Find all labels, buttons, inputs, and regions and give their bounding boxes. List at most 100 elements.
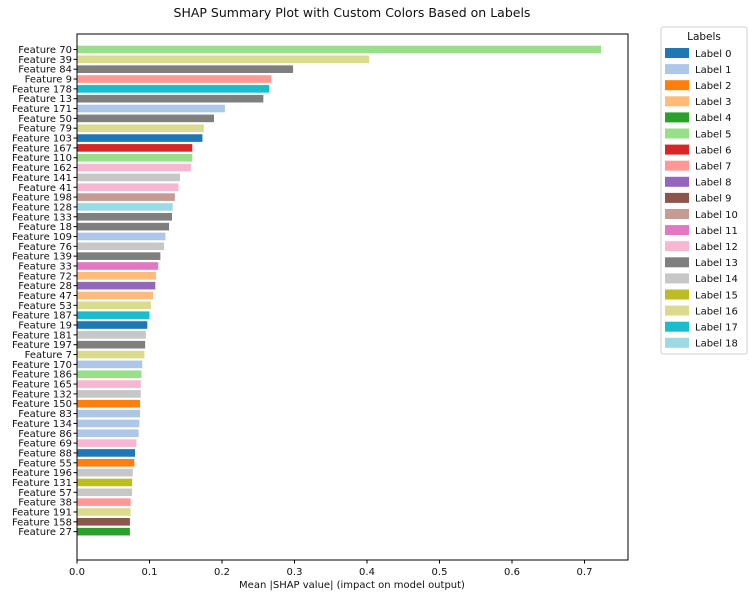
y-tick-label: Feature 28 bbox=[18, 281, 72, 292]
bar bbox=[77, 153, 193, 162]
bar bbox=[77, 370, 142, 379]
legend-label: Label 18 bbox=[695, 339, 738, 350]
x-tick-label: 0.0 bbox=[69, 567, 85, 578]
bar bbox=[77, 449, 135, 457]
bar bbox=[77, 350, 145, 359]
y-tick-label: Feature 70 bbox=[18, 45, 72, 56]
y-tick-label: Feature 72 bbox=[18, 271, 72, 282]
y-tick-label: Feature 128 bbox=[12, 202, 72, 213]
y-tick-label: Feature 79 bbox=[18, 124, 72, 135]
y-tick-label: Feature 132 bbox=[12, 389, 72, 400]
x-tick-label: 0.3 bbox=[287, 567, 303, 578]
bar bbox=[77, 488, 133, 497]
y-tick-label: Feature 134 bbox=[12, 419, 72, 430]
legend-swatch bbox=[665, 257, 689, 268]
legend-label: Label 7 bbox=[695, 162, 732, 173]
y-tick-label: Feature 69 bbox=[18, 439, 72, 450]
bar bbox=[77, 163, 191, 172]
legend-frame bbox=[660, 26, 748, 355]
bar bbox=[77, 291, 154, 300]
y-tick-label: Feature 110 bbox=[12, 153, 72, 164]
legend-label: Label 16 bbox=[695, 306, 738, 317]
y-tick-label: Feature 109 bbox=[12, 232, 72, 243]
bar bbox=[77, 222, 170, 231]
legend-swatch bbox=[665, 160, 689, 171]
legend-swatch bbox=[665, 112, 689, 123]
y-tick-label: Feature 39 bbox=[18, 55, 72, 66]
legend-label: Label 8 bbox=[695, 178, 732, 189]
bar bbox=[77, 262, 159, 270]
legend-label: Label 2 bbox=[695, 81, 732, 92]
legend-swatch bbox=[665, 192, 689, 203]
y-tick-label: Feature 57 bbox=[18, 488, 72, 499]
y-tick-label: Feature 76 bbox=[18, 242, 72, 253]
legend-label: Label 3 bbox=[695, 97, 732, 108]
y-tick-label: Feature 84 bbox=[18, 65, 72, 76]
y-tick-label: Feature 27 bbox=[18, 527, 72, 538]
legend-swatch bbox=[665, 273, 689, 284]
y-tick-label: Feature 186 bbox=[12, 370, 72, 381]
legend-label: Label 6 bbox=[695, 145, 732, 156]
bar bbox=[77, 399, 141, 408]
bar bbox=[77, 281, 156, 290]
y-tick-label: Feature 103 bbox=[12, 134, 72, 145]
y-tick-label: Feature 38 bbox=[18, 498, 72, 509]
legend-swatch bbox=[665, 96, 689, 107]
bar bbox=[77, 134, 203, 142]
bar bbox=[77, 114, 215, 123]
y-tick-label: Feature 18 bbox=[18, 222, 72, 233]
bar bbox=[77, 331, 146, 339]
legend-swatch bbox=[665, 48, 689, 58]
y-tick-label: Feature 171 bbox=[12, 104, 72, 115]
x-tick-label: 0.1 bbox=[142, 567, 158, 578]
x-tick-label: 0.4 bbox=[359, 567, 375, 578]
y-tick-label: Feature 13 bbox=[18, 94, 72, 105]
y-tick-label: Feature 198 bbox=[12, 193, 72, 204]
bar-group bbox=[77, 45, 602, 536]
x-tick-label: 0.6 bbox=[504, 567, 520, 578]
bar bbox=[77, 321, 148, 329]
y-tick-label: Feature 197 bbox=[12, 340, 72, 351]
legend-swatch bbox=[665, 144, 689, 155]
legend-swatch bbox=[665, 321, 689, 332]
bar bbox=[77, 85, 270, 93]
legend-swatch bbox=[665, 225, 689, 236]
legend-label: Label 4 bbox=[695, 113, 732, 124]
y-tick-label: Feature 158 bbox=[12, 517, 72, 528]
x-tick-label: 0.2 bbox=[214, 567, 230, 578]
y-tick-label: Feature 9 bbox=[25, 75, 72, 86]
bar bbox=[77, 380, 141, 388]
legend-label: Label 5 bbox=[695, 129, 732, 140]
y-tick-label: Feature 33 bbox=[18, 261, 72, 272]
chart-title: SHAP Summary Plot with Custom Colors Bas… bbox=[174, 5, 531, 20]
legend-swatch bbox=[665, 241, 689, 252]
y-tick-label: Feature 167 bbox=[12, 143, 72, 154]
bar bbox=[77, 390, 141, 398]
legend-label: Label 1 bbox=[695, 65, 732, 76]
bar bbox=[77, 232, 166, 241]
bar bbox=[77, 527, 130, 536]
legend-label: Label 9 bbox=[695, 194, 732, 205]
bar bbox=[77, 193, 175, 201]
legend-swatch bbox=[665, 289, 689, 300]
bar bbox=[77, 508, 131, 516]
y-tick-label: Feature 181 bbox=[12, 330, 72, 341]
y-tick-label: Feature 165 bbox=[12, 380, 72, 391]
bar bbox=[77, 478, 133, 487]
bar bbox=[77, 311, 150, 319]
y-tick-label: Feature 50 bbox=[18, 114, 72, 125]
y-tick-label: Feature 55 bbox=[18, 458, 72, 469]
y-tick-label: Feature 150 bbox=[12, 399, 72, 410]
legend-items: Label 0 Label 1 Label 2 Label 3 Label 4 Label… bbox=[665, 48, 738, 350]
bar bbox=[77, 104, 225, 113]
y-tick-label: Feature 83 bbox=[18, 409, 72, 420]
x-tick-label: 0.7 bbox=[577, 567, 593, 578]
legend-swatch bbox=[665, 176, 689, 187]
legend-swatch bbox=[665, 337, 689, 348]
y-tick-label: Feature 7 bbox=[25, 350, 72, 361]
bar bbox=[77, 75, 272, 83]
bar bbox=[77, 242, 164, 251]
legend-label: Label 10 bbox=[695, 210, 738, 221]
